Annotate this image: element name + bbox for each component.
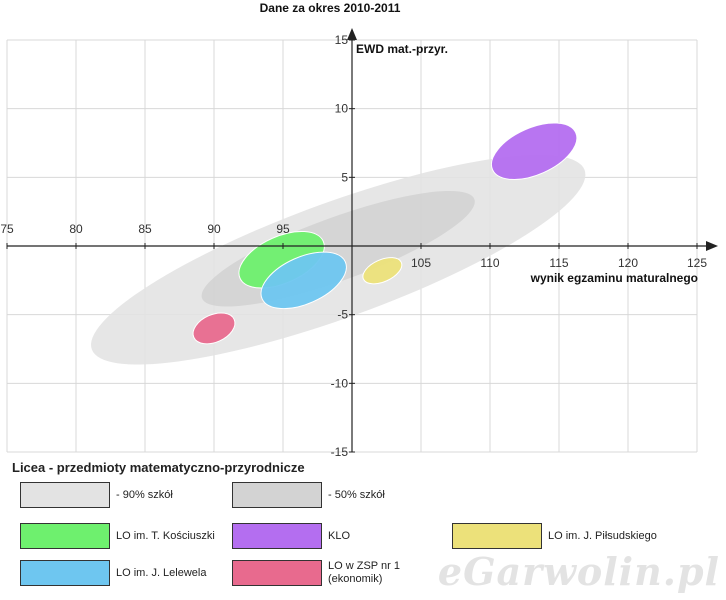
x-tick-label: 75 — [0, 222, 14, 236]
data-ellipse — [490, 122, 578, 180]
legend-label: LO im. J. Lelewela — [116, 566, 207, 579]
legend-item-pilsudskiego: LO im. J. Piłsudskiego — [452, 523, 657, 549]
legend-item-90pct: - 90% szkół — [20, 482, 173, 508]
legend-swatch — [232, 560, 322, 586]
legend-label: LO w ZSP nr 1 (ekonomik) — [328, 560, 400, 586]
data-ellipse — [362, 257, 403, 285]
x-tick-label: 120 — [618, 256, 638, 270]
legend-label: - 90% szkół — [116, 488, 173, 501]
legend-swatch — [232, 482, 322, 508]
x-tick-label: 85 — [138, 222, 152, 236]
y-tick-label: -15 — [331, 445, 349, 459]
y-tick-label: 15 — [335, 33, 349, 47]
legend-item-lelewela: LO im. J. Lelewela — [20, 560, 206, 586]
data-ellipse — [192, 312, 236, 345]
chart-title: Dane za okres 2010-2011 — [259, 1, 401, 15]
legend-item-kosciuszki: LO im. T. Kościuszki — [20, 523, 215, 549]
data-ellipses — [91, 122, 586, 365]
y-tick-label: 5 — [341, 170, 348, 184]
data-ellipse — [260, 251, 347, 310]
y-tick-label: -10 — [331, 376, 349, 390]
y-axis-label: EWD mat.-przyr. — [356, 42, 448, 56]
legend-item-ekonomik: LO w ZSP nr 1 (ekonomik) — [232, 560, 400, 586]
x-tick-label: 95 — [276, 222, 290, 236]
legend-title: Licea - przedmioty matematyczno-przyrodn… — [12, 460, 305, 475]
y-axis-arrow — [347, 28, 357, 40]
legend-label: - 50% szkół — [328, 488, 385, 501]
legend-label-line: LO w ZSP nr 1 — [328, 560, 400, 572]
legend-item-klo: KLO — [232, 523, 350, 549]
x-axis-label: wynik egzaminu maturalnego — [530, 271, 698, 285]
x-tick-label: 115 — [549, 256, 568, 270]
legend-swatch — [232, 523, 322, 549]
legend-label: LO im. T. Kościuszki — [116, 529, 215, 542]
x-tick-label: 110 — [480, 256, 499, 270]
y-tick-label: 10 — [335, 102, 349, 116]
legend-label: LO im. J. Piłsudskiego — [548, 529, 657, 542]
x-tick-label: 80 — [69, 222, 83, 236]
watermark-logo: eGarwolin.pl — [437, 549, 720, 594]
x-tick-label: 125 — [687, 256, 707, 270]
legend-swatch — [20, 482, 110, 508]
x-tick-label: 90 — [207, 222, 221, 236]
legend-label-line: (ekonomik) — [328, 573, 383, 585]
legend-swatch — [20, 523, 110, 549]
legend-swatch — [20, 560, 110, 586]
x-tick-label: 105 — [411, 256, 431, 270]
x-axis-arrow — [706, 241, 718, 251]
y-tick-label: -5 — [337, 308, 348, 322]
legend-item-50pct: - 50% szkół — [232, 482, 385, 508]
legend-label: KLO — [328, 529, 351, 542]
legend-swatch — [452, 523, 542, 549]
